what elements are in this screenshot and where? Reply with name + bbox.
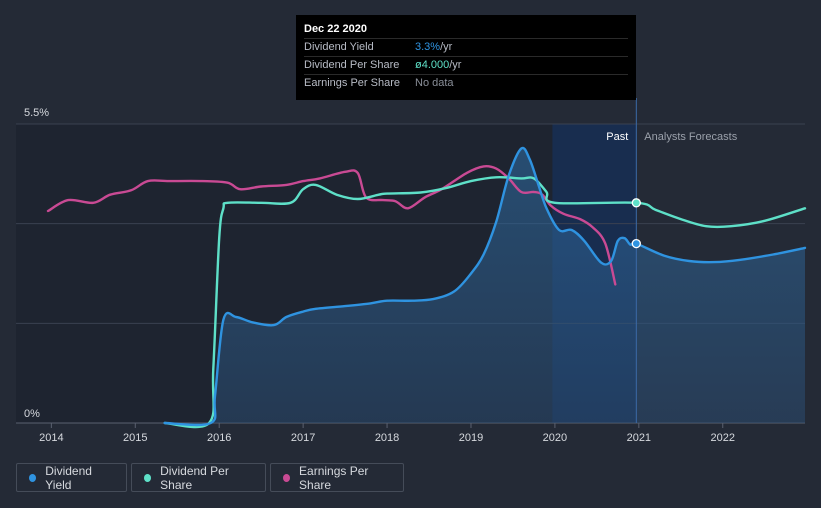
- tooltip-row-dividend-per-share: Dividend Per Share ø4.000 /yr: [304, 56, 628, 74]
- tooltip-value: ø4.000: [415, 59, 450, 71]
- marker-dps: [631, 198, 641, 208]
- legend-dividend-per-share[interactable]: Dividend Per Share: [131, 463, 266, 492]
- y-tick-label: 5.5%: [24, 107, 49, 119]
- series-line-eps: [46, 164, 617, 286]
- legend-dot-icon: [283, 473, 291, 482]
- legend-label: Dividend Yield: [45, 463, 92, 492]
- x-axis-ticks: 2014 2015 2016 2017 2018 2019 2020 2021 2022: [39, 423, 735, 444]
- past-label: Past: [606, 131, 628, 143]
- series-line-dps: [163, 175, 807, 429]
- tooltip-date: Dec 22 2020: [304, 23, 367, 35]
- legend-label: Dividend Per Share: [160, 463, 229, 492]
- tooltip-row-earnings-per-share: Earnings Per Share No data: [304, 74, 628, 92]
- tooltip-label: Dividend Per Share: [304, 59, 400, 71]
- x-tick-label: 2022: [711, 432, 735, 444]
- x-tick-label: 2021: [627, 432, 651, 444]
- tooltip-value: No data: [415, 77, 454, 89]
- dividend-yield-area: [164, 147, 805, 425]
- legend-earnings-per-share[interactable]: Earnings Per Share: [270, 463, 404, 492]
- y-axis-ticks: 0% 5.5%: [24, 107, 49, 420]
- x-tick-label: 2014: [39, 432, 63, 444]
- tooltip-value: 3.3%: [415, 41, 441, 53]
- y-tick-label: 0%: [24, 408, 40, 420]
- tooltip-unit: /yr: [440, 41, 453, 53]
- legend-dividend-yield[interactable]: Dividend Yield: [16, 463, 127, 492]
- legend-dot-icon: [144, 473, 152, 482]
- tooltip-label: Earnings Per Share: [304, 77, 400, 89]
- tooltip: Dec 22 2020 Dividend Yield 3.3% /yr Divi…: [296, 15, 636, 100]
- x-tick-label: 2016: [207, 432, 231, 444]
- x-tick-label: 2018: [375, 432, 399, 444]
- tooltip-row-dividend-yield: Dividend Yield 3.3% /yr: [304, 38, 628, 56]
- tooltip-label: Dividend Yield: [304, 41, 374, 53]
- x-tick-label: 2020: [543, 432, 567, 444]
- x-tick-label: 2019: [459, 432, 483, 444]
- x-tick-label: 2015: [123, 432, 147, 444]
- tooltip-unit: /yr: [449, 59, 462, 71]
- legend-label: Earnings Per Share: [299, 463, 369, 492]
- analysts-forecasts-label: Analysts Forecasts: [644, 131, 737, 143]
- x-tick-label: 2017: [291, 432, 315, 444]
- legend-dot-icon: [29, 473, 37, 482]
- marker-yield: [631, 238, 641, 249]
